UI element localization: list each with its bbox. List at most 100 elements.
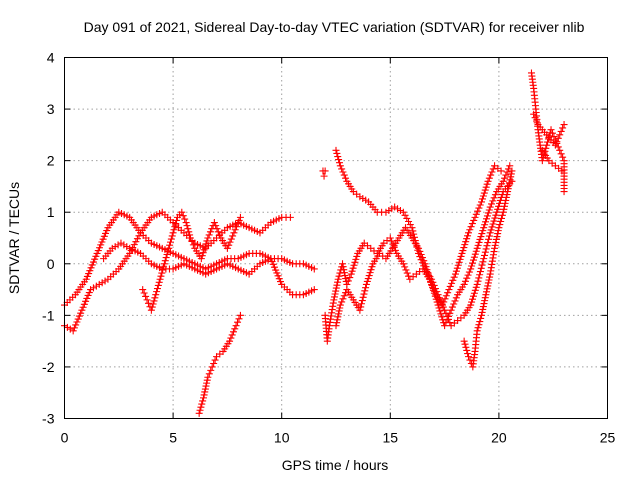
data-point-interp	[227, 235, 235, 243]
data-point-interp	[405, 217, 413, 225]
data-point-interp	[338, 165, 346, 173]
data-point-interp	[168, 232, 176, 240]
data-point-interp	[357, 303, 365, 311]
data-point	[152, 291, 160, 299]
data-point-interp	[70, 324, 78, 332]
data-point-interp	[225, 241, 233, 249]
data-point-interp	[439, 303, 447, 311]
data-point	[497, 167, 505, 175]
data-point-interp	[433, 288, 441, 296]
data-point	[210, 219, 218, 227]
data-point-interp	[457, 252, 465, 260]
data-point-interp	[212, 222, 220, 230]
data-point-interp	[214, 228, 222, 236]
y-axis-label: SDTVAR / TECUs	[6, 182, 22, 294]
data-point-interp	[166, 241, 174, 249]
data-point-interp	[79, 303, 87, 311]
data-point-interp	[482, 183, 490, 191]
data-point-interp	[501, 174, 509, 182]
data-point-interp	[210, 359, 218, 367]
data-point	[543, 141, 551, 149]
data-point-interp	[184, 225, 192, 233]
data-point-interp	[350, 261, 358, 269]
data-point-interp	[463, 274, 471, 282]
data-point-interp	[227, 334, 235, 342]
data-point	[362, 280, 370, 288]
data-point-interp	[467, 223, 475, 231]
data-point-interp	[496, 221, 504, 229]
data-point-interp	[332, 287, 340, 295]
series-track-d	[139, 208, 244, 314]
data-point-interp	[101, 277, 109, 285]
data-point	[336, 162, 344, 170]
data-point-interp	[464, 232, 472, 240]
series-track-f	[319, 167, 329, 180]
data-point-interp	[466, 226, 474, 234]
data-point-interp	[352, 255, 360, 263]
data-point-interp	[557, 127, 565, 135]
data-point-interp	[402, 266, 410, 274]
data-point	[286, 213, 294, 221]
data-point	[478, 198, 486, 206]
data-point	[560, 121, 568, 129]
data-point-interp	[432, 295, 440, 303]
data-point-interp	[82, 297, 90, 305]
data-point-interp	[185, 228, 193, 236]
data-point-interp	[198, 400, 206, 408]
data-point-interp	[481, 297, 489, 305]
data-point	[473, 280, 481, 288]
data-point	[204, 373, 212, 381]
data-point	[208, 363, 216, 371]
data-point	[336, 301, 344, 309]
data-point-interp	[481, 251, 489, 259]
data-point-interp	[233, 223, 241, 231]
data-point	[486, 229, 494, 237]
data-point-interp	[344, 277, 352, 285]
series-track-j	[460, 167, 516, 371]
data-point-interp	[452, 294, 460, 302]
data-point-interp	[202, 240, 210, 248]
data-point-interp	[559, 124, 567, 132]
data-point-interp	[463, 346, 471, 354]
data-point-interp	[507, 173, 515, 181]
data-point	[471, 213, 479, 221]
data-point	[310, 286, 318, 294]
data-point-interp	[358, 297, 366, 305]
data-point-interp	[479, 227, 487, 235]
data-point	[460, 337, 468, 345]
data-point-interp	[183, 222, 191, 230]
data-point-interp	[478, 261, 486, 269]
data-point-interp	[472, 247, 480, 255]
data-point-interp	[335, 272, 343, 280]
data-point-interp	[123, 243, 131, 251]
data-point-interp	[235, 315, 243, 323]
data-point-interp	[406, 221, 414, 229]
plot-frame	[64, 57, 608, 419]
data-point	[156, 275, 164, 283]
data-point-interp	[548, 129, 556, 137]
data-point-interp	[339, 168, 347, 176]
data-point-interp	[470, 289, 478, 297]
data-point-interp	[469, 256, 477, 264]
data-point	[480, 255, 488, 263]
data-point-interp	[464, 271, 472, 279]
data-point	[556, 146, 564, 154]
data-point-interp	[456, 255, 464, 263]
data-point-interp	[503, 191, 511, 199]
data-point-interp	[401, 263, 409, 271]
data-point	[108, 244, 116, 252]
data-point-interp	[504, 185, 512, 193]
data-point	[232, 322, 240, 330]
data-point-interp	[203, 376, 211, 384]
data-point-interp	[435, 294, 443, 302]
data-point	[464, 229, 472, 237]
data-point-interp	[151, 294, 159, 302]
data-point-interp	[501, 199, 509, 207]
series-track-l	[530, 110, 568, 149]
x-tick-label: 25	[600, 430, 616, 446]
data-point-interp	[201, 388, 209, 396]
data-point-interp	[205, 370, 213, 378]
data-point	[147, 306, 155, 314]
data-point-interp	[454, 261, 462, 269]
data-point-interp	[438, 300, 446, 308]
